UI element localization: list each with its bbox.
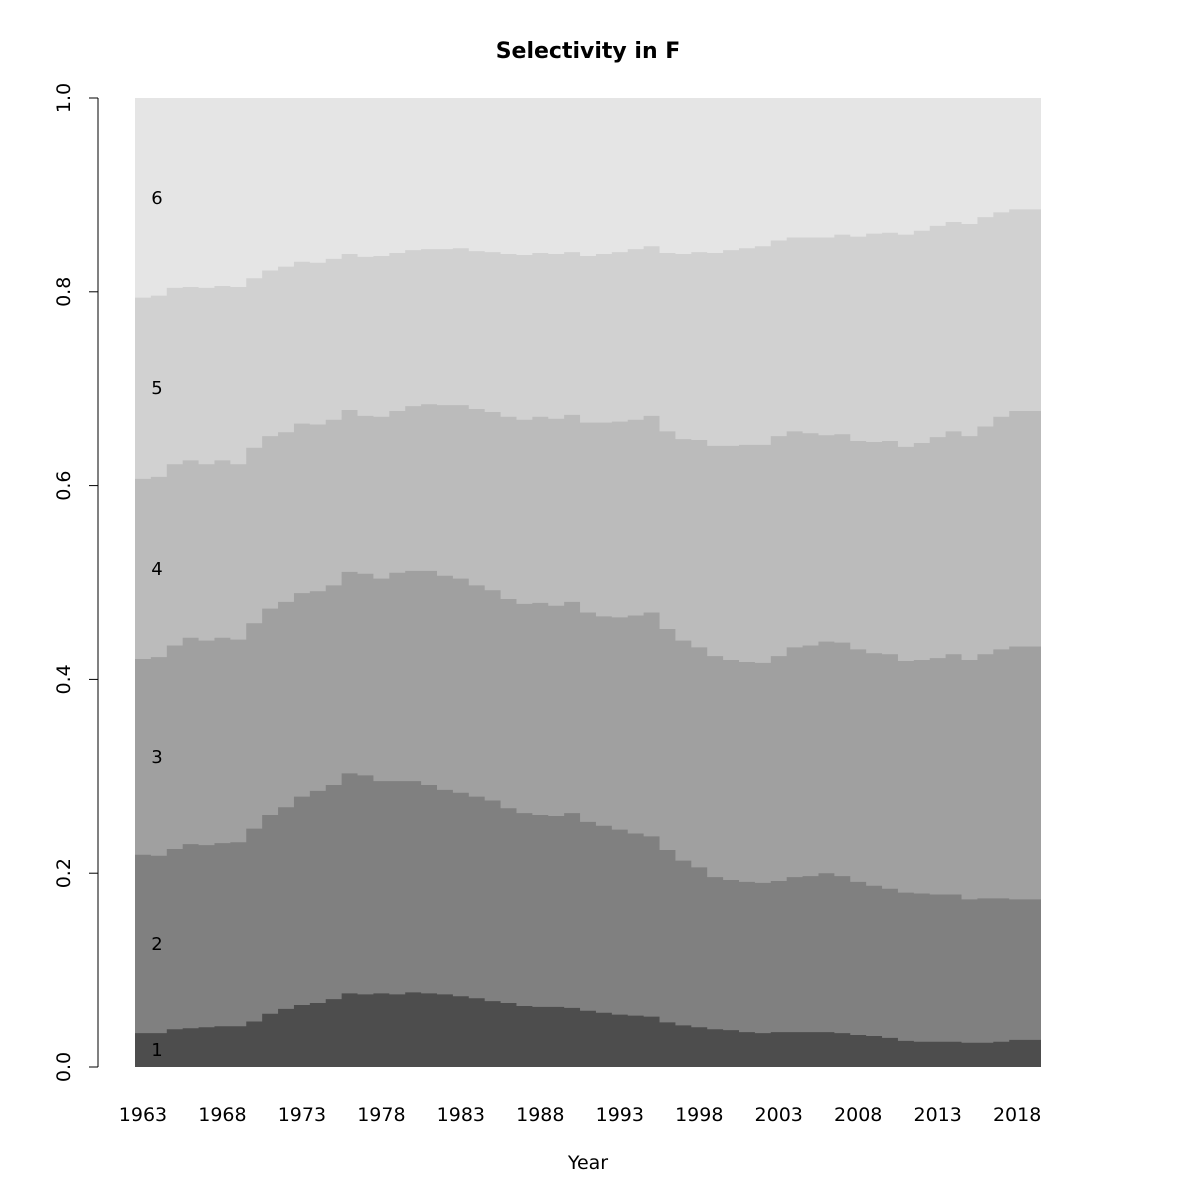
band-label-6: 6 [151,188,162,209]
band-age-2 [135,773,1041,1067]
y-tick-label: 0.2 [53,858,75,888]
x-tick-label: 2008 [834,1104,882,1126]
y-tick-label: 0.4 [53,664,75,694]
y-axis: 0.0 0.2 0.4 0.6 0.8 1.0 [53,83,99,1082]
x-tick-label: 1978 [357,1104,405,1126]
x-tick-label: 1963 [119,1104,167,1126]
x-tick-label: 2003 [755,1104,803,1126]
stacked-bands [135,98,1041,1068]
chart-title: Selectivity in F [496,39,681,64]
y-tick-label: 0.6 [53,470,75,500]
x-tick-label: 1998 [675,1104,723,1126]
x-tick-label: 2018 [993,1104,1041,1126]
x-tick-label: 2013 [914,1104,962,1126]
band-label-4: 4 [151,559,162,580]
band-label-1: 1 [151,1040,162,1061]
y-tick-label: 0.8 [53,277,75,307]
band-label-3: 3 [151,747,162,768]
x-tick-label: 1973 [278,1104,326,1126]
y-tick-label: 1.0 [53,83,75,113]
x-axis-title: Year [567,1152,608,1174]
band-label-5: 5 [151,378,162,399]
x-tick-label: 1968 [198,1104,246,1126]
x-tick-label: 1988 [516,1104,564,1126]
band-label-2: 2 [151,934,162,955]
band-age-1 [135,992,1041,1067]
x-tick-label: 1993 [596,1104,644,1126]
band-labels: 1 2 3 4 5 6 [151,188,162,1061]
x-axis: 1963 1968 1973 1978 1983 1988 1993 1998 2003 2008… [119,1104,1042,1126]
y-tick-label: 0.0 [53,1052,75,1082]
x-tick-label: 1983 [437,1104,485,1126]
